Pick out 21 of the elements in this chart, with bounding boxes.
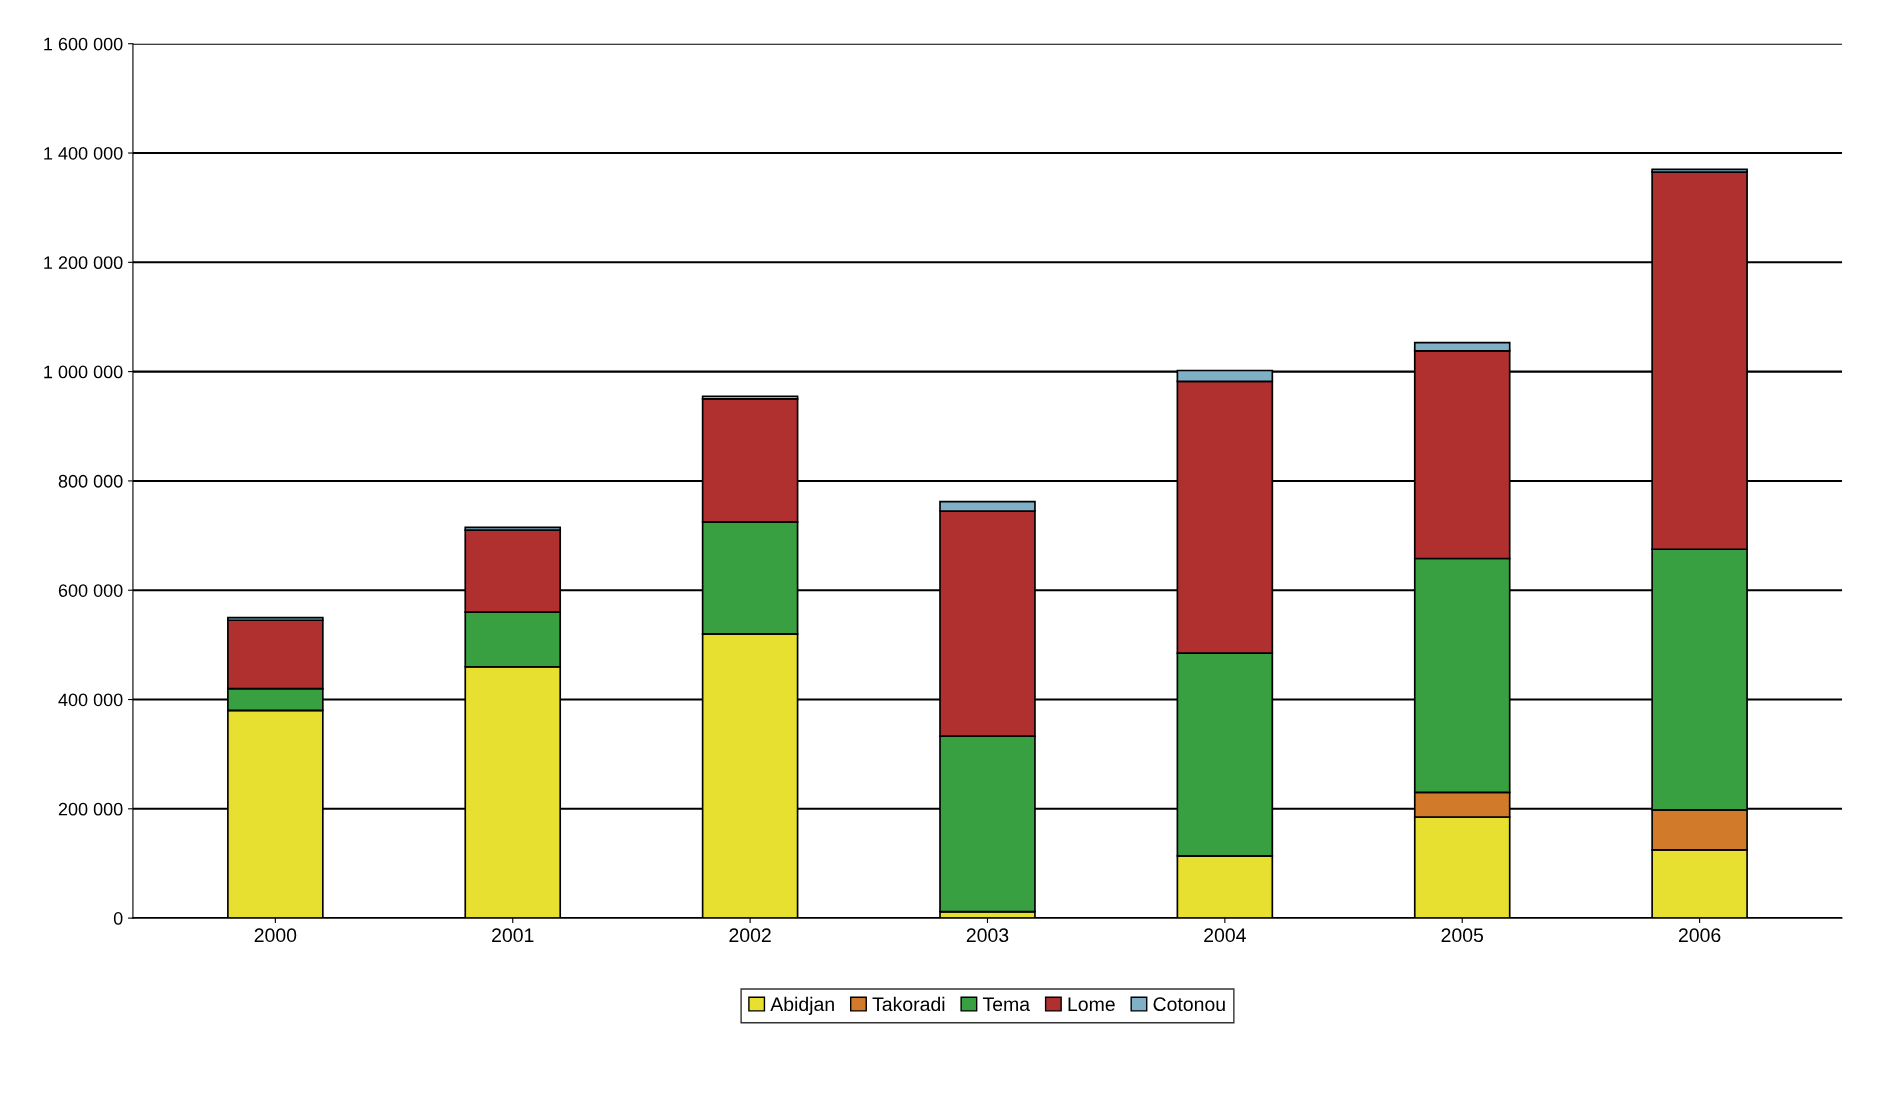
legend-label: Tema — [982, 997, 1031, 1012]
legend-label: Takoradi — [872, 996, 945, 1012]
x-tick-label: 2000 — [254, 928, 297, 943]
legend-label: Abidjan — [770, 996, 834, 1015]
x-tick-label: 2006 — [1678, 928, 1721, 943]
x-tick-label: 2001 — [492, 928, 534, 943]
x-tick-label: 2004 — [1204, 928, 1246, 943]
y-tick-label: 1 000 000 — [44, 365, 123, 379]
legend-label: Cotonou — [1153, 997, 1225, 1012]
x-tick-label: 2002 — [729, 928, 771, 943]
y-tick-label: 600 000 — [58, 584, 123, 597]
y-tick-label: 1 600 000 — [44, 37, 123, 51]
y-tick-label: 1 200 000 — [44, 256, 123, 270]
y-tick-label: 400 000 — [58, 693, 123, 707]
y-tick-label: 0 — [113, 912, 123, 925]
x-tick-label: 2003 — [966, 928, 1009, 943]
y-tick-label: 1 400 000 — [44, 146, 123, 160]
x-tick-label: 2005 — [1441, 928, 1484, 943]
y-tick-label: 800 000 — [58, 474, 123, 488]
legend-label: Lome — [1068, 997, 1115, 1012]
y-tick-label: 200 000 — [58, 802, 123, 816]
